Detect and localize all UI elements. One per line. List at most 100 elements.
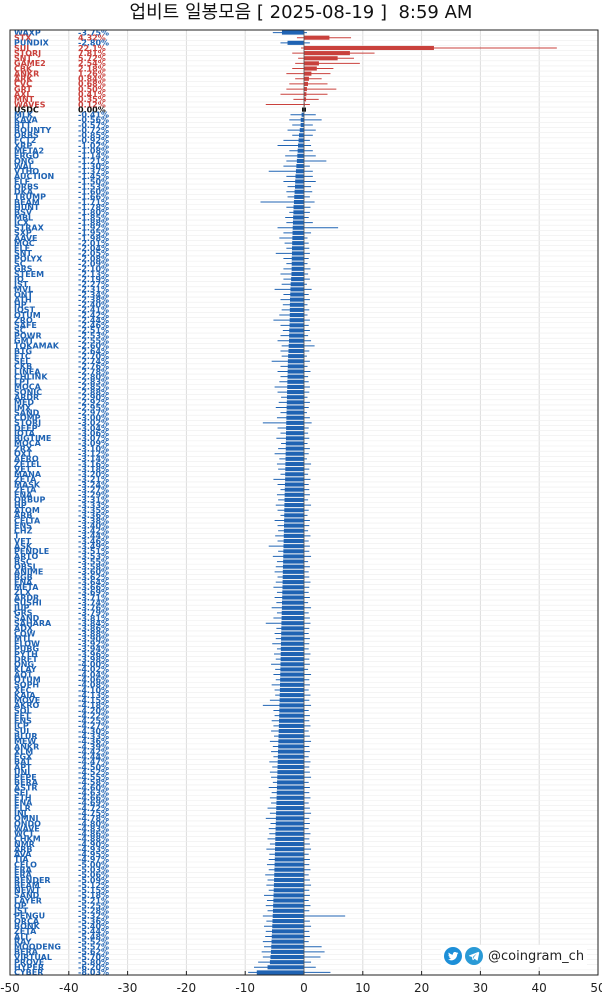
bar-body — [278, 749, 304, 754]
value-label: -5.12% — [78, 881, 109, 890]
bar-body — [304, 45, 434, 51]
category-label: ELF — [14, 244, 30, 253]
value-label: -3.53% — [78, 552, 109, 561]
category-label: OMNI — [14, 814, 38, 823]
value-label: -0.56% — [78, 116, 109, 125]
bar-body — [293, 199, 304, 205]
category-label: PENDLE — [14, 547, 49, 556]
value-label: -0.41% — [78, 111, 109, 120]
value-label: -3.58% — [78, 562, 109, 571]
category-label: XLM — [14, 747, 33, 756]
category-label: STORJ — [14, 49, 41, 58]
value-label: -4.39% — [78, 742, 109, 751]
category-label: MNT — [14, 95, 35, 104]
category-label: MED — [14, 398, 34, 407]
value-label: -2.01% — [78, 239, 109, 248]
value-label: -2.09% — [78, 259, 109, 268]
value-label: -2.38% — [78, 295, 109, 304]
value-label: -4.33% — [78, 732, 109, 741]
bar-body — [283, 559, 304, 564]
bar-body — [288, 348, 304, 354]
value-label: -2.19% — [78, 275, 109, 284]
bar-body — [287, 364, 304, 369]
bar-body — [281, 626, 304, 631]
value-label: -1.98% — [78, 234, 109, 243]
bar-body — [285, 461, 304, 467]
value-label: -2.42% — [78, 311, 109, 320]
value-label: -2.88% — [78, 388, 109, 397]
value-label: -4.78% — [78, 814, 109, 823]
value-label: -2.78% — [78, 367, 109, 376]
value-label: -4.58% — [78, 778, 109, 787]
category-label: LINEA — [14, 367, 41, 376]
x-tick-label: 0 — [300, 981, 308, 995]
category-label: AAVE — [14, 234, 38, 243]
value-label: -4.88% — [78, 835, 109, 844]
bar-body — [300, 122, 304, 128]
value-label: -4.55% — [78, 773, 109, 782]
category-label: GAME2 — [14, 59, 46, 68]
category-label: KLAY — [14, 665, 37, 674]
category-label: NEWT — [14, 886, 41, 895]
value-label: -4.15% — [78, 696, 109, 705]
value-label: -6.20% — [78, 963, 109, 972]
value-label: -0.72% — [78, 126, 109, 135]
value-label: -4.93% — [78, 845, 109, 854]
value-label: -3.79% — [78, 609, 109, 618]
bar-body — [275, 821, 304, 826]
bar-body — [275, 836, 304, 841]
bar-body — [284, 487, 304, 492]
value-label: -1.37% — [78, 167, 109, 176]
value-label: -4.47% — [78, 758, 109, 767]
category-label: VET — [14, 465, 32, 474]
value-label: -5.15% — [78, 886, 109, 895]
category-label: ORBUP — [14, 496, 46, 505]
bar-body — [270, 954, 304, 960]
category-label: BLUR — [14, 732, 38, 741]
bar-body — [291, 277, 304, 282]
value-label: -4.30% — [78, 727, 109, 736]
value-label: -1.14% — [78, 152, 109, 161]
bar-body — [271, 944, 304, 949]
value-label: -5.40% — [78, 922, 109, 931]
category-label: ARB — [14, 845, 32, 854]
bar-body — [276, 811, 304, 816]
bar-body — [278, 739, 304, 744]
category-label: MLK — [14, 111, 34, 120]
category-label: MOCA — [14, 439, 42, 448]
category-label: SEI — [14, 788, 28, 797]
bar-body — [282, 580, 304, 585]
value-label: -3.74% — [78, 598, 109, 607]
category-label: ASTR — [14, 783, 38, 792]
bar-body — [285, 441, 304, 446]
category-label: ERGO — [14, 152, 39, 161]
value-label: -4.52% — [78, 768, 109, 777]
bar-body — [290, 282, 304, 287]
category-label: SAHARA — [14, 619, 52, 628]
value-label: -5.21% — [78, 896, 109, 905]
category-label: ENS — [14, 521, 32, 530]
category-label: JST — [13, 907, 29, 916]
bar-body — [275, 841, 304, 847]
category-label: ANKR — [14, 69, 39, 78]
x-tick-label: 10 — [355, 981, 370, 995]
category-label: ONG — [14, 660, 34, 669]
category-label: ORCA — [14, 917, 40, 926]
category-label: BEAM — [14, 198, 40, 207]
bar-body — [284, 523, 304, 528]
bar-body — [291, 261, 304, 266]
category-label: ETH — [14, 794, 32, 803]
category-label: PYTH — [14, 650, 38, 659]
value-label: -4.06% — [78, 675, 109, 684]
bar-body — [286, 395, 304, 400]
bar-body — [291, 266, 304, 271]
category-label: VTHO — [14, 167, 39, 176]
value-label: -3.81% — [78, 614, 109, 623]
bar-body — [285, 467, 304, 472]
value-label: -1.53% — [78, 182, 109, 191]
bar-body — [286, 431, 304, 436]
value-label: -1.66% — [78, 193, 109, 202]
value-label: -5.80% — [78, 958, 109, 967]
value-label: -4.60% — [78, 783, 109, 792]
bar-body — [281, 616, 304, 621]
